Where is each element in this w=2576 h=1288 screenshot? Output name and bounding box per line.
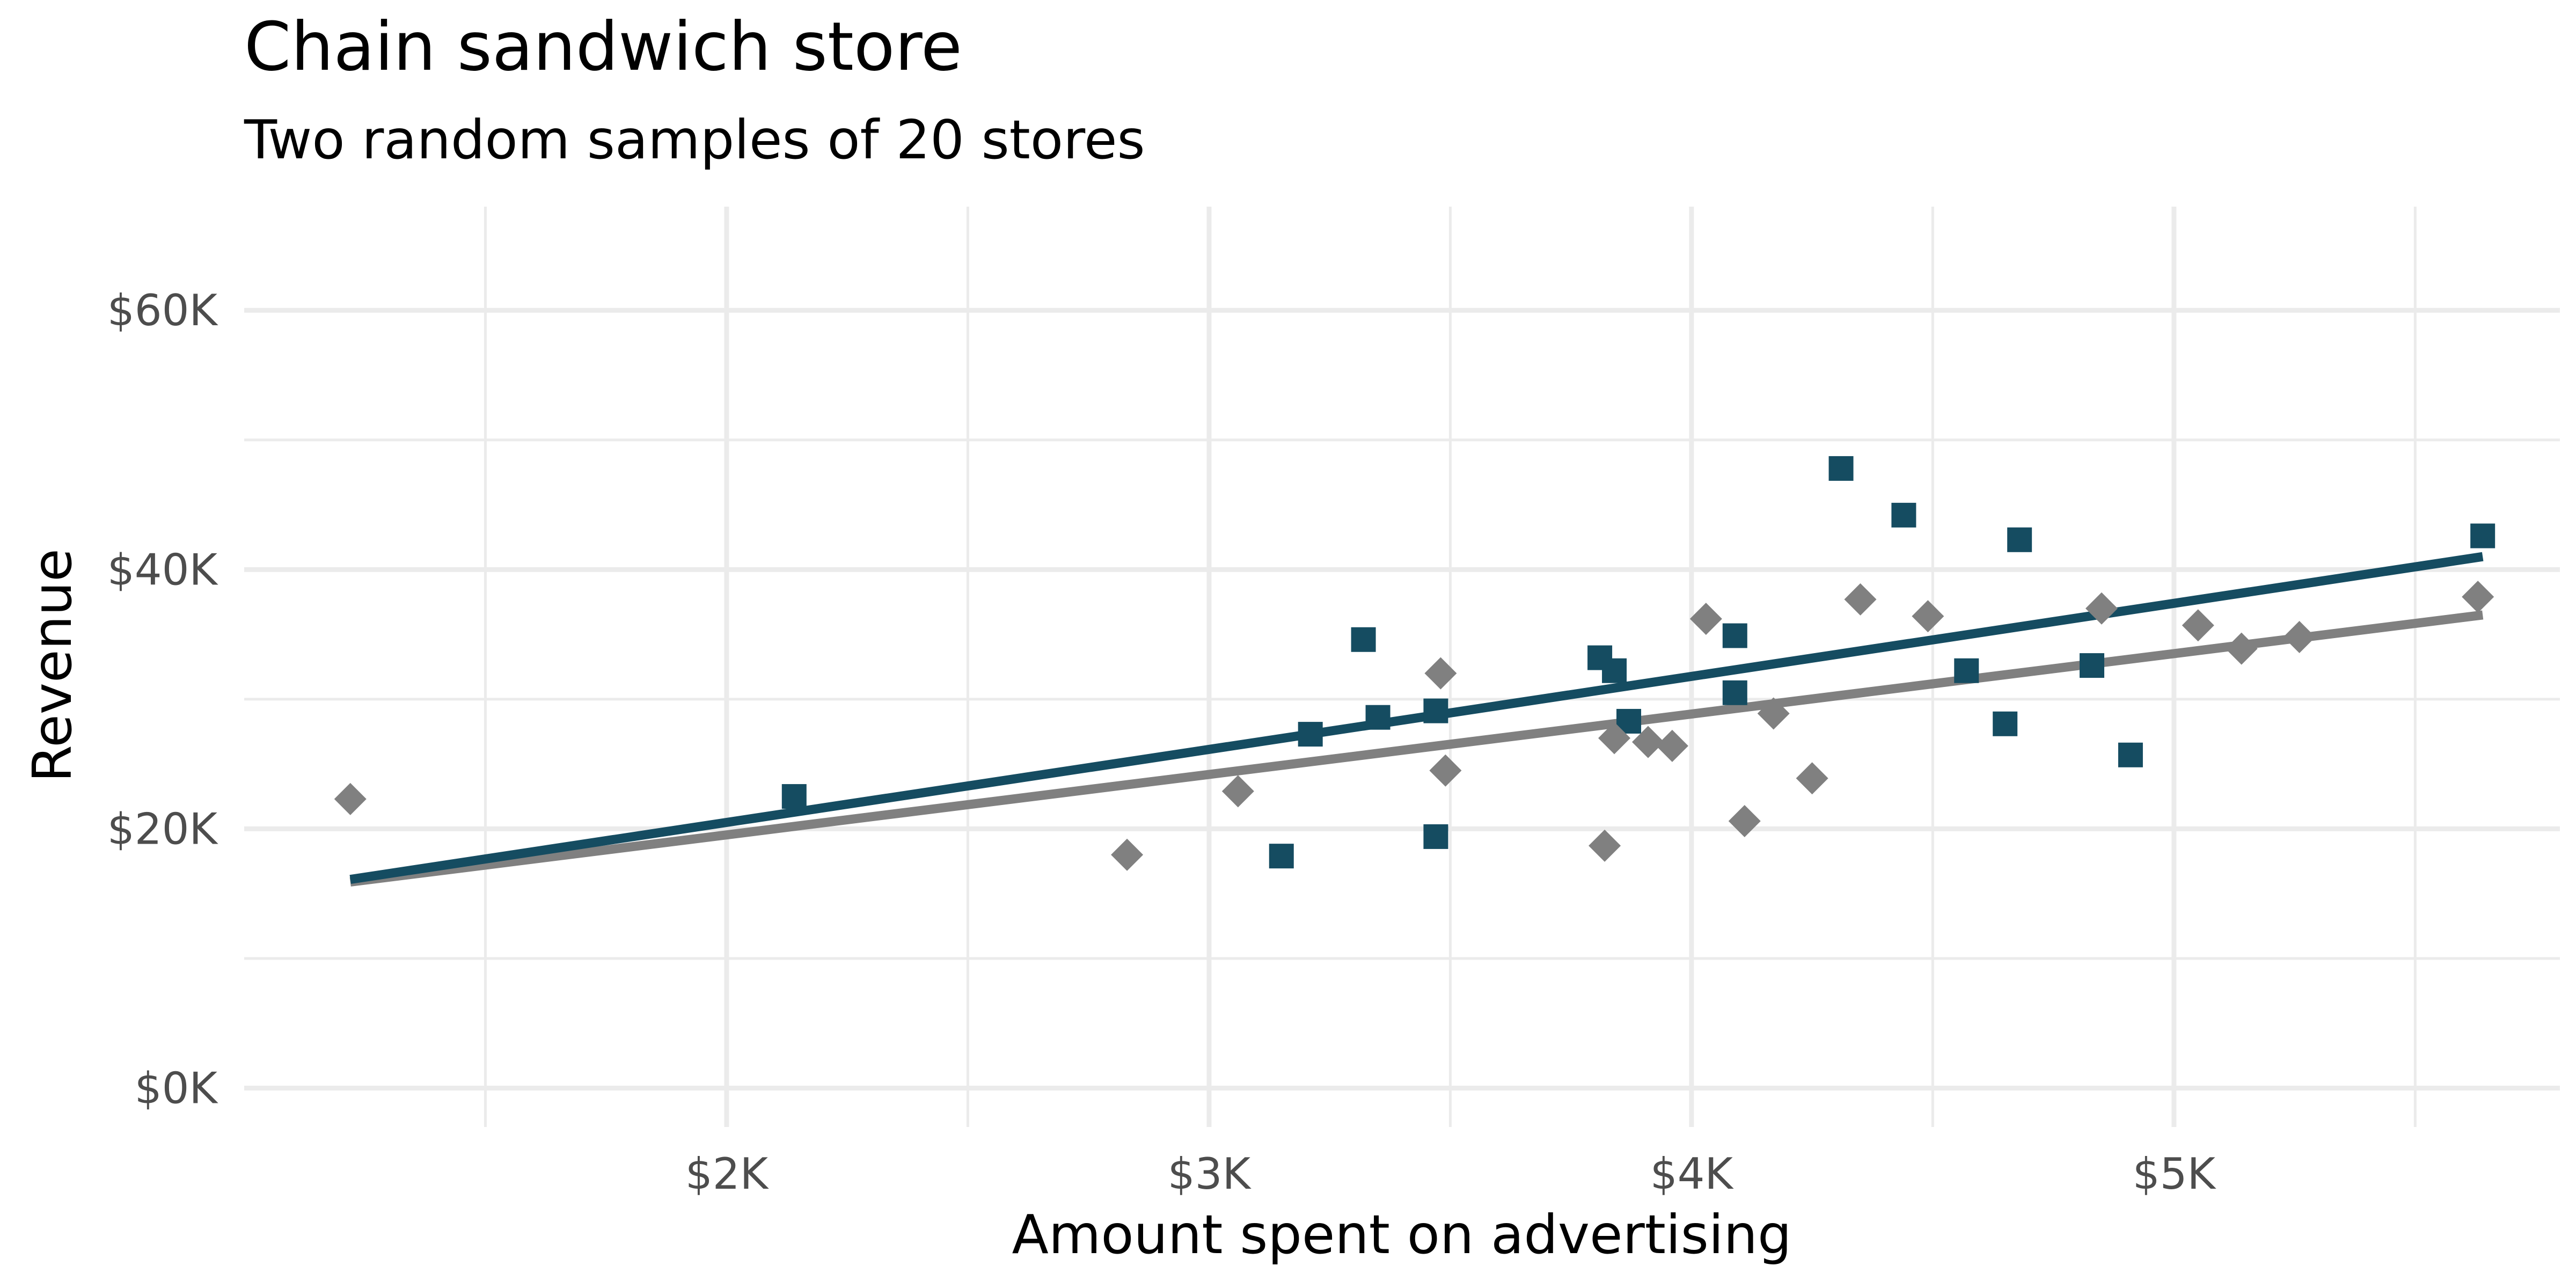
data-point-diamond [1796, 762, 1828, 795]
data-point-diamond [1598, 722, 1631, 755]
chart-title: Chain sandwich store [244, 8, 962, 86]
x-tick-label: $5K [2133, 1149, 2217, 1199]
data-point-diamond [1912, 600, 1944, 633]
x-tick-label: $3K [1168, 1149, 1252, 1199]
data-point-diamond [1631, 726, 1664, 758]
data-point-square [2470, 523, 2496, 548]
data-point-square [1602, 658, 1627, 683]
major-gridlines [244, 207, 2560, 1127]
data-point-square [1954, 658, 1979, 683]
y-axis: $0K $20K $40K $60K [107, 286, 219, 1113]
data-point-square [1423, 698, 1448, 723]
data-point-diamond [1424, 657, 1457, 690]
data-point-square [1993, 711, 2018, 736]
x-axis: $2K $3K $4K $5K [685, 1149, 2217, 1199]
data-points [334, 456, 2496, 871]
y-tick-label: $0K [135, 1064, 219, 1114]
data-point-diamond [1589, 829, 1621, 862]
trend-lines [349, 552, 2484, 887]
chart-subtitle: Two random samples of 20 stores [244, 108, 1145, 171]
data-point-square [1891, 502, 1916, 528]
y-tick-label: $40K [107, 545, 219, 595]
data-point-diamond [1429, 754, 1462, 787]
trend-line-diamond [349, 610, 2484, 887]
data-point-diamond [2085, 592, 2118, 625]
data-point-square [1828, 456, 1854, 481]
x-axis-label: Amount spent on advertising [1012, 1203, 1792, 1266]
data-point-diamond [334, 782, 367, 815]
data-point-square [1722, 680, 1747, 705]
minor-gridlines [244, 207, 2560, 1127]
data-point-square [2080, 653, 2105, 678]
data-point-square [1351, 627, 1376, 652]
data-point-square [781, 784, 807, 809]
trend-line-square [349, 552, 2484, 884]
data-point-square [2118, 742, 2143, 767]
x-tick-label: $4K [1650, 1149, 1735, 1199]
data-point-diamond [1689, 603, 1722, 635]
y-tick-label: $20K [107, 804, 219, 854]
data-point-diamond [2225, 632, 2258, 665]
data-point-diamond [1111, 838, 1144, 871]
data-point-square [2007, 527, 2032, 552]
data-point-diamond [1844, 583, 1877, 616]
data-point-diamond [2283, 620, 2316, 653]
x-tick-label: $2K [685, 1149, 770, 1199]
plot-area [244, 207, 2560, 1127]
data-point-square [1365, 705, 1391, 730]
data-point-diamond [1728, 804, 1761, 837]
data-point-square [1423, 824, 1448, 849]
y-tick-label: $60K [107, 286, 219, 335]
y-axis-label: Revenue [21, 548, 84, 782]
data-point-diamond [2462, 581, 2494, 613]
data-point-diamond [1656, 729, 1688, 762]
data-point-square [1269, 844, 1294, 869]
data-point-diamond [2182, 609, 2214, 642]
data-point-square [1722, 623, 1747, 648]
data-point-square [1298, 722, 1323, 747]
data-point-diamond [1757, 697, 1790, 730]
data-point-diamond [1221, 775, 1254, 808]
